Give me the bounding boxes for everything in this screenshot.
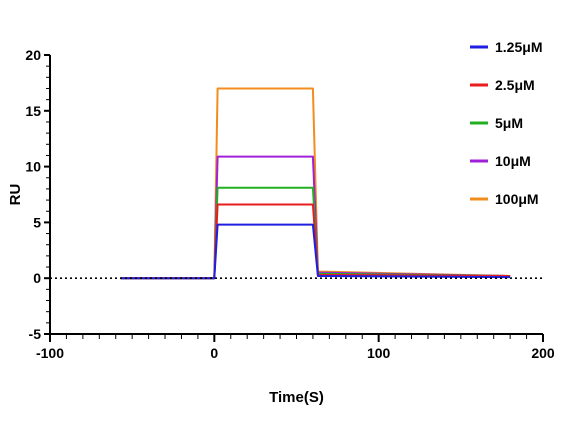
x-tick-label: -100 [36,345,64,361]
x-tick-label: 200 [531,345,555,361]
plot-area [120,87,511,280]
legend-label: 2.5μM [495,77,535,93]
y-tick-label: -5 [29,326,42,342]
y-axis-ticks: -5 0 5 10 15 20 [25,47,50,342]
legend-label: 100μM [495,191,539,207]
x-axis-title: Time(S) [269,389,324,406]
x-axis-ticks: -100 0 100 200 [36,334,555,361]
series-line [120,223,511,280]
legend: 1.25μM 2.5μM 5μM 10μM 100μM [470,39,542,207]
legend-label: 10μM [495,153,531,169]
x-tick-label: 0 [210,345,218,361]
y-tick-label: 20 [25,47,41,63]
y-axis-title: RU [7,184,24,206]
y-tick-label: 0 [33,270,41,286]
y-tick-label: 10 [25,159,41,175]
legend-label: 5μM [495,115,523,131]
y-tick-label: 5 [33,214,41,230]
legend-label: 1.25μM [495,39,542,55]
x-tick-label: 100 [367,345,391,361]
y-tick-label: 15 [25,103,41,119]
